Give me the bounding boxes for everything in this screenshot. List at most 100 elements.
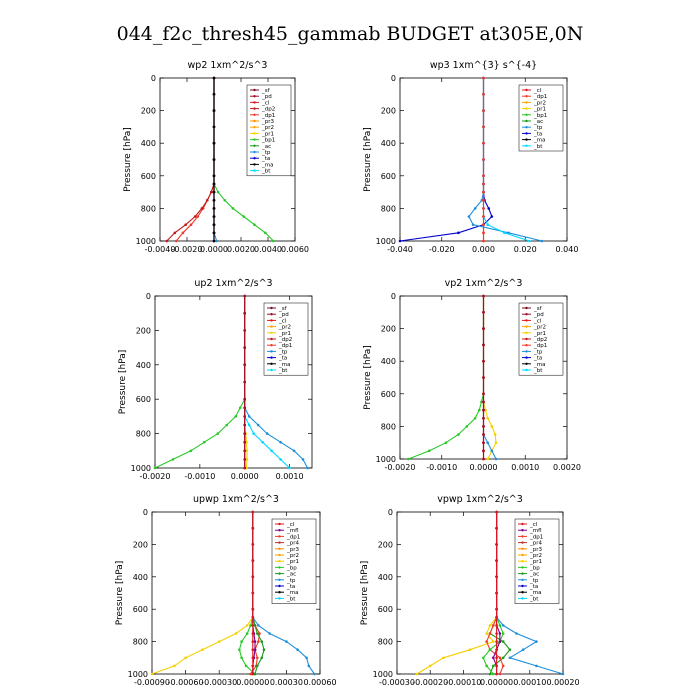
series-point-cl [495, 543, 498, 546]
legend-marker [525, 132, 528, 135]
series-point-pd [243, 466, 247, 470]
series-point-pd [482, 327, 485, 330]
legend-label: _dp2 [278, 337, 292, 343]
series-point-ac [253, 624, 257, 627]
x-tick-label: 0.0060 [281, 245, 309, 254]
y-tick-label: 600 [136, 395, 151, 404]
legend-label: _pr1 [529, 559, 542, 565]
series-point-dp1 [189, 223, 193, 226]
series-point-dp2 [205, 198, 209, 202]
series-point-dp1 [482, 125, 485, 129]
legend-marker [278, 584, 281, 588]
series-point-pd [482, 376, 485, 379]
series-point-ma [212, 207, 216, 210]
x-tick-label: 0.0000 [200, 245, 228, 254]
series-point-tp [256, 423, 260, 427]
series-point-cl [495, 632, 498, 635]
legend-marker [525, 107, 528, 110]
legend-label: _pr1 [533, 107, 546, 113]
series-point-dp2 [210, 190, 213, 194]
y-axis-label: Pressure [hPa] [115, 561, 125, 626]
series-point-tp [540, 239, 544, 243]
series-point-ac [260, 640, 264, 643]
series-point-dp1 [482, 215, 485, 218]
legend-label: _ac [533, 119, 543, 125]
series-point-dp1 [181, 231, 185, 235]
y-tick-label: 400 [141, 139, 156, 148]
legend-label: _ma [286, 590, 298, 596]
legend-marker [253, 101, 256, 104]
series-point-pr1 [415, 672, 419, 676]
series-point-ac [253, 672, 257, 676]
series-point-bp1 [444, 441, 448, 445]
series-point-ac [260, 656, 264, 660]
chart-panel-2: wp3 1xm^{3} s^{-4} 0 200 400 600 800 1000-0.04… [363, 60, 578, 254]
series-point-ma [212, 141, 216, 145]
legend-marker [270, 319, 273, 322]
legend-label: _dp2 [533, 337, 547, 343]
series-point-pd [243, 380, 247, 384]
series-point-dp1 [482, 141, 485, 145]
y-tick-label: 600 [133, 605, 148, 614]
legend-label: _pr1 [286, 559, 299, 565]
legend-label: _ta [278, 356, 287, 362]
y-tick-label: 200 [136, 326, 151, 335]
series-point-tp [301, 458, 305, 461]
series-point-pd [243, 432, 247, 435]
series-point-dp1 [482, 109, 485, 112]
series-point-bp [482, 656, 485, 660]
series-point-ma [212, 190, 216, 194]
legend-label: _bt [533, 368, 543, 374]
legend-marker [253, 132, 256, 135]
series-point-ac [491, 664, 495, 668]
y-tick-label: 1000 [376, 455, 396, 464]
legend-label: _cl [286, 522, 295, 528]
legend-marker [253, 126, 256, 129]
y-tick-label: 400 [381, 139, 396, 148]
series-point-dp2 [184, 223, 187, 226]
series-point-pd [482, 449, 485, 453]
series-point-dp2 [173, 231, 177, 235]
series-point-cl [495, 640, 498, 643]
series-point-ac [255, 632, 259, 635]
legend-marker [278, 597, 281, 600]
series-point-cl [251, 624, 255, 627]
legend-label: _dp1 [529, 534, 543, 540]
series-point-pd [243, 458, 247, 461]
x-tick-label: -0.00060 [168, 678, 204, 687]
legend-marker [525, 344, 528, 347]
legend-marker [253, 113, 256, 117]
series-point-bp [485, 664, 488, 668]
legend-label: _bp [286, 565, 297, 571]
legend-marker [278, 566, 281, 569]
legend-label: _pr1 [533, 331, 546, 337]
legend-marker [521, 578, 524, 581]
y-tick-label: 0 [146, 292, 151, 301]
series-point-pr1 [494, 441, 498, 445]
series-point-tp [296, 648, 299, 651]
legend-marker [278, 572, 281, 575]
y-tick-label: 600 [141, 172, 156, 181]
series-point-pr1 [442, 656, 445, 660]
legend-marker [521, 553, 524, 557]
series-point-cl [251, 664, 255, 668]
series-point-tp [467, 215, 471, 218]
legend-marker [525, 138, 528, 141]
series-point-dp1 [485, 640, 488, 643]
series-point-dp1 [488, 632, 492, 635]
panel-title: vpwp 1xm^2/s^3 [437, 494, 523, 505]
series-point-pd [482, 416, 485, 420]
legend-label: _ac [286, 572, 296, 578]
series-point-ta [487, 207, 491, 210]
chart-panel-4: vp2 1xm^2/s^3 0 200 400 600 800 1000-0.0020 -0.… [363, 278, 581, 472]
x-tick-label: 0.0000 [231, 472, 259, 481]
series-point-pd [482, 441, 485, 445]
series-point-cl [251, 616, 255, 619]
series-point-mfl [498, 640, 502, 643]
legend-label: _pr4 [286, 541, 300, 547]
series-point-bp [245, 632, 249, 635]
series-point-cl [495, 510, 498, 514]
series-point-dp1 [196, 215, 200, 218]
series-point-tp [306, 466, 309, 470]
series-point-dp1 [501, 664, 505, 668]
